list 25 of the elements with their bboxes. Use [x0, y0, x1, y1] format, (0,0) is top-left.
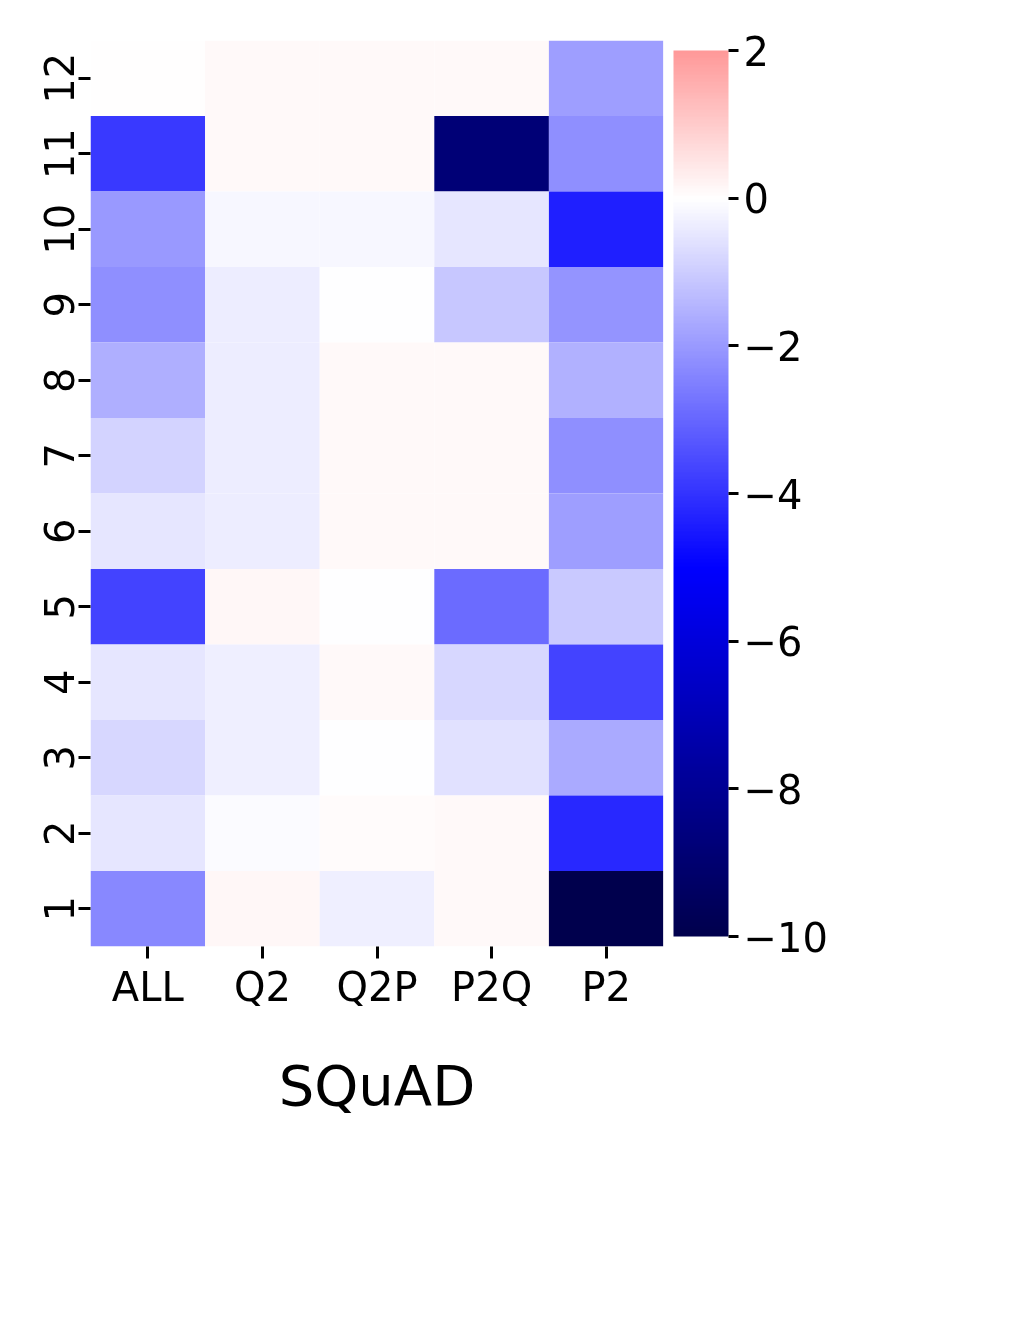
color-bar-label: −4 — [743, 471, 803, 518]
y-tick-label: 6 — [36, 518, 83, 544]
x-axis-title: SQuAD — [278, 1052, 476, 1118]
x-tick-label: ALL — [111, 963, 185, 1010]
color-bar-label: −10 — [743, 914, 828, 961]
color-bar-label: 2 — [743, 28, 769, 75]
y-tick-label: 8 — [36, 367, 83, 393]
y-tick-label: 1 — [36, 896, 83, 922]
y-tick-label: 12 — [36, 52, 83, 104]
y-tick-label: 9 — [36, 292, 83, 318]
y-tick-label: 11 — [36, 128, 83, 180]
y-tick-label: 4 — [36, 669, 83, 695]
x-tick-label: P2Q — [451, 963, 533, 1010]
y-tick-label: 5 — [36, 594, 83, 620]
x-tick-label: Q2 — [233, 963, 291, 1010]
y-tick-label: 3 — [36, 745, 83, 771]
color-bar-label: −6 — [743, 619, 803, 666]
x-tick-label: Q2P — [336, 963, 418, 1010]
y-tick-label: 7 — [36, 443, 83, 469]
y-tick-label: 2 — [36, 820, 83, 846]
color-bar-label: −8 — [743, 766, 803, 813]
x-tick-label: P2 — [581, 963, 631, 1010]
y-tick-label: 10 — [36, 203, 83, 255]
color-bar-label: −2 — [743, 323, 803, 370]
color-bar-label: 0 — [743, 176, 769, 223]
